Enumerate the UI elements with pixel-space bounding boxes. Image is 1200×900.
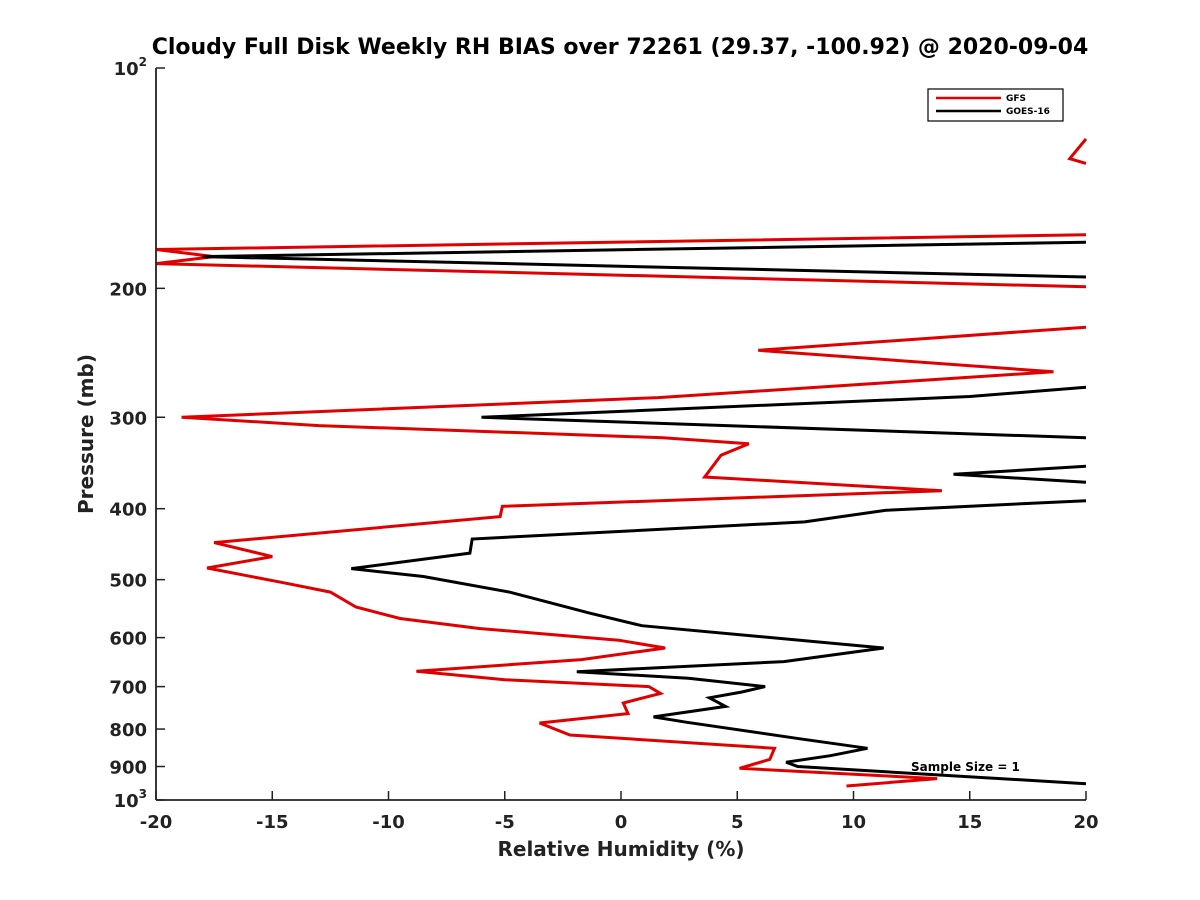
x-tick-label: 10 (841, 812, 866, 833)
chart-title: Cloudy Full Disk Weekly RH BIAS over 722… (152, 35, 1089, 60)
x-tick-label: -15 (256, 812, 289, 833)
y-tick-label: 700 (109, 678, 147, 699)
series-layer (155, 137, 1088, 788)
x-tick-label: -10 (372, 812, 405, 833)
y-tick-label: 200 (109, 279, 147, 300)
y-tick-label: 103 (114, 787, 147, 812)
y-tick-label: 600 (109, 629, 147, 650)
series-line-0-1 (155, 233, 1087, 289)
y-axis-label: Pressure (mb) (74, 354, 98, 514)
y-tick-label: 300 (109, 408, 147, 429)
series-line-1-1 (481, 385, 1087, 440)
y-tick-label: 102 (114, 55, 147, 80)
y-axis-ticks: 102 200 300 400 500 600 700 800 900 103 (109, 55, 165, 812)
y-tick-label: 500 (109, 571, 147, 592)
legend: GFS GOES-16 (927, 88, 1064, 122)
series-line-1-2 (953, 464, 1087, 484)
y-tick-label: 400 (109, 500, 147, 521)
series-line-1-0 (202, 240, 1087, 279)
x-tick-label: 0 (615, 812, 628, 833)
series-line-1-3 (351, 499, 1087, 786)
legend-box (927, 88, 1064, 122)
x-tick-label: -5 (495, 812, 515, 833)
legend-label-gfs: GFS (1006, 94, 1026, 104)
y-tick-label: 900 (109, 758, 147, 779)
legend-label-goes16: GOES-16 (1006, 107, 1050, 117)
x-tick-label: 15 (957, 812, 982, 833)
x-tick-label: 5 (731, 812, 744, 833)
x-axis-ticks: -20 -15 -10 -5 0 5 10 15 20 (140, 791, 1099, 833)
x-tick-label: 20 (1073, 812, 1098, 833)
x-axis-label: Relative Humidity (%) (497, 837, 744, 861)
x-tick-label: -20 (140, 812, 173, 833)
sample-size-annotation: Sample Size = 1 (911, 760, 1020, 774)
y-tick-label: 800 (109, 720, 147, 741)
series-gfs (155, 137, 1088, 788)
series-line-0-0 (1067, 137, 1088, 165)
series-line-0-2 (181, 325, 1087, 788)
series-goes-16 (202, 240, 1087, 786)
